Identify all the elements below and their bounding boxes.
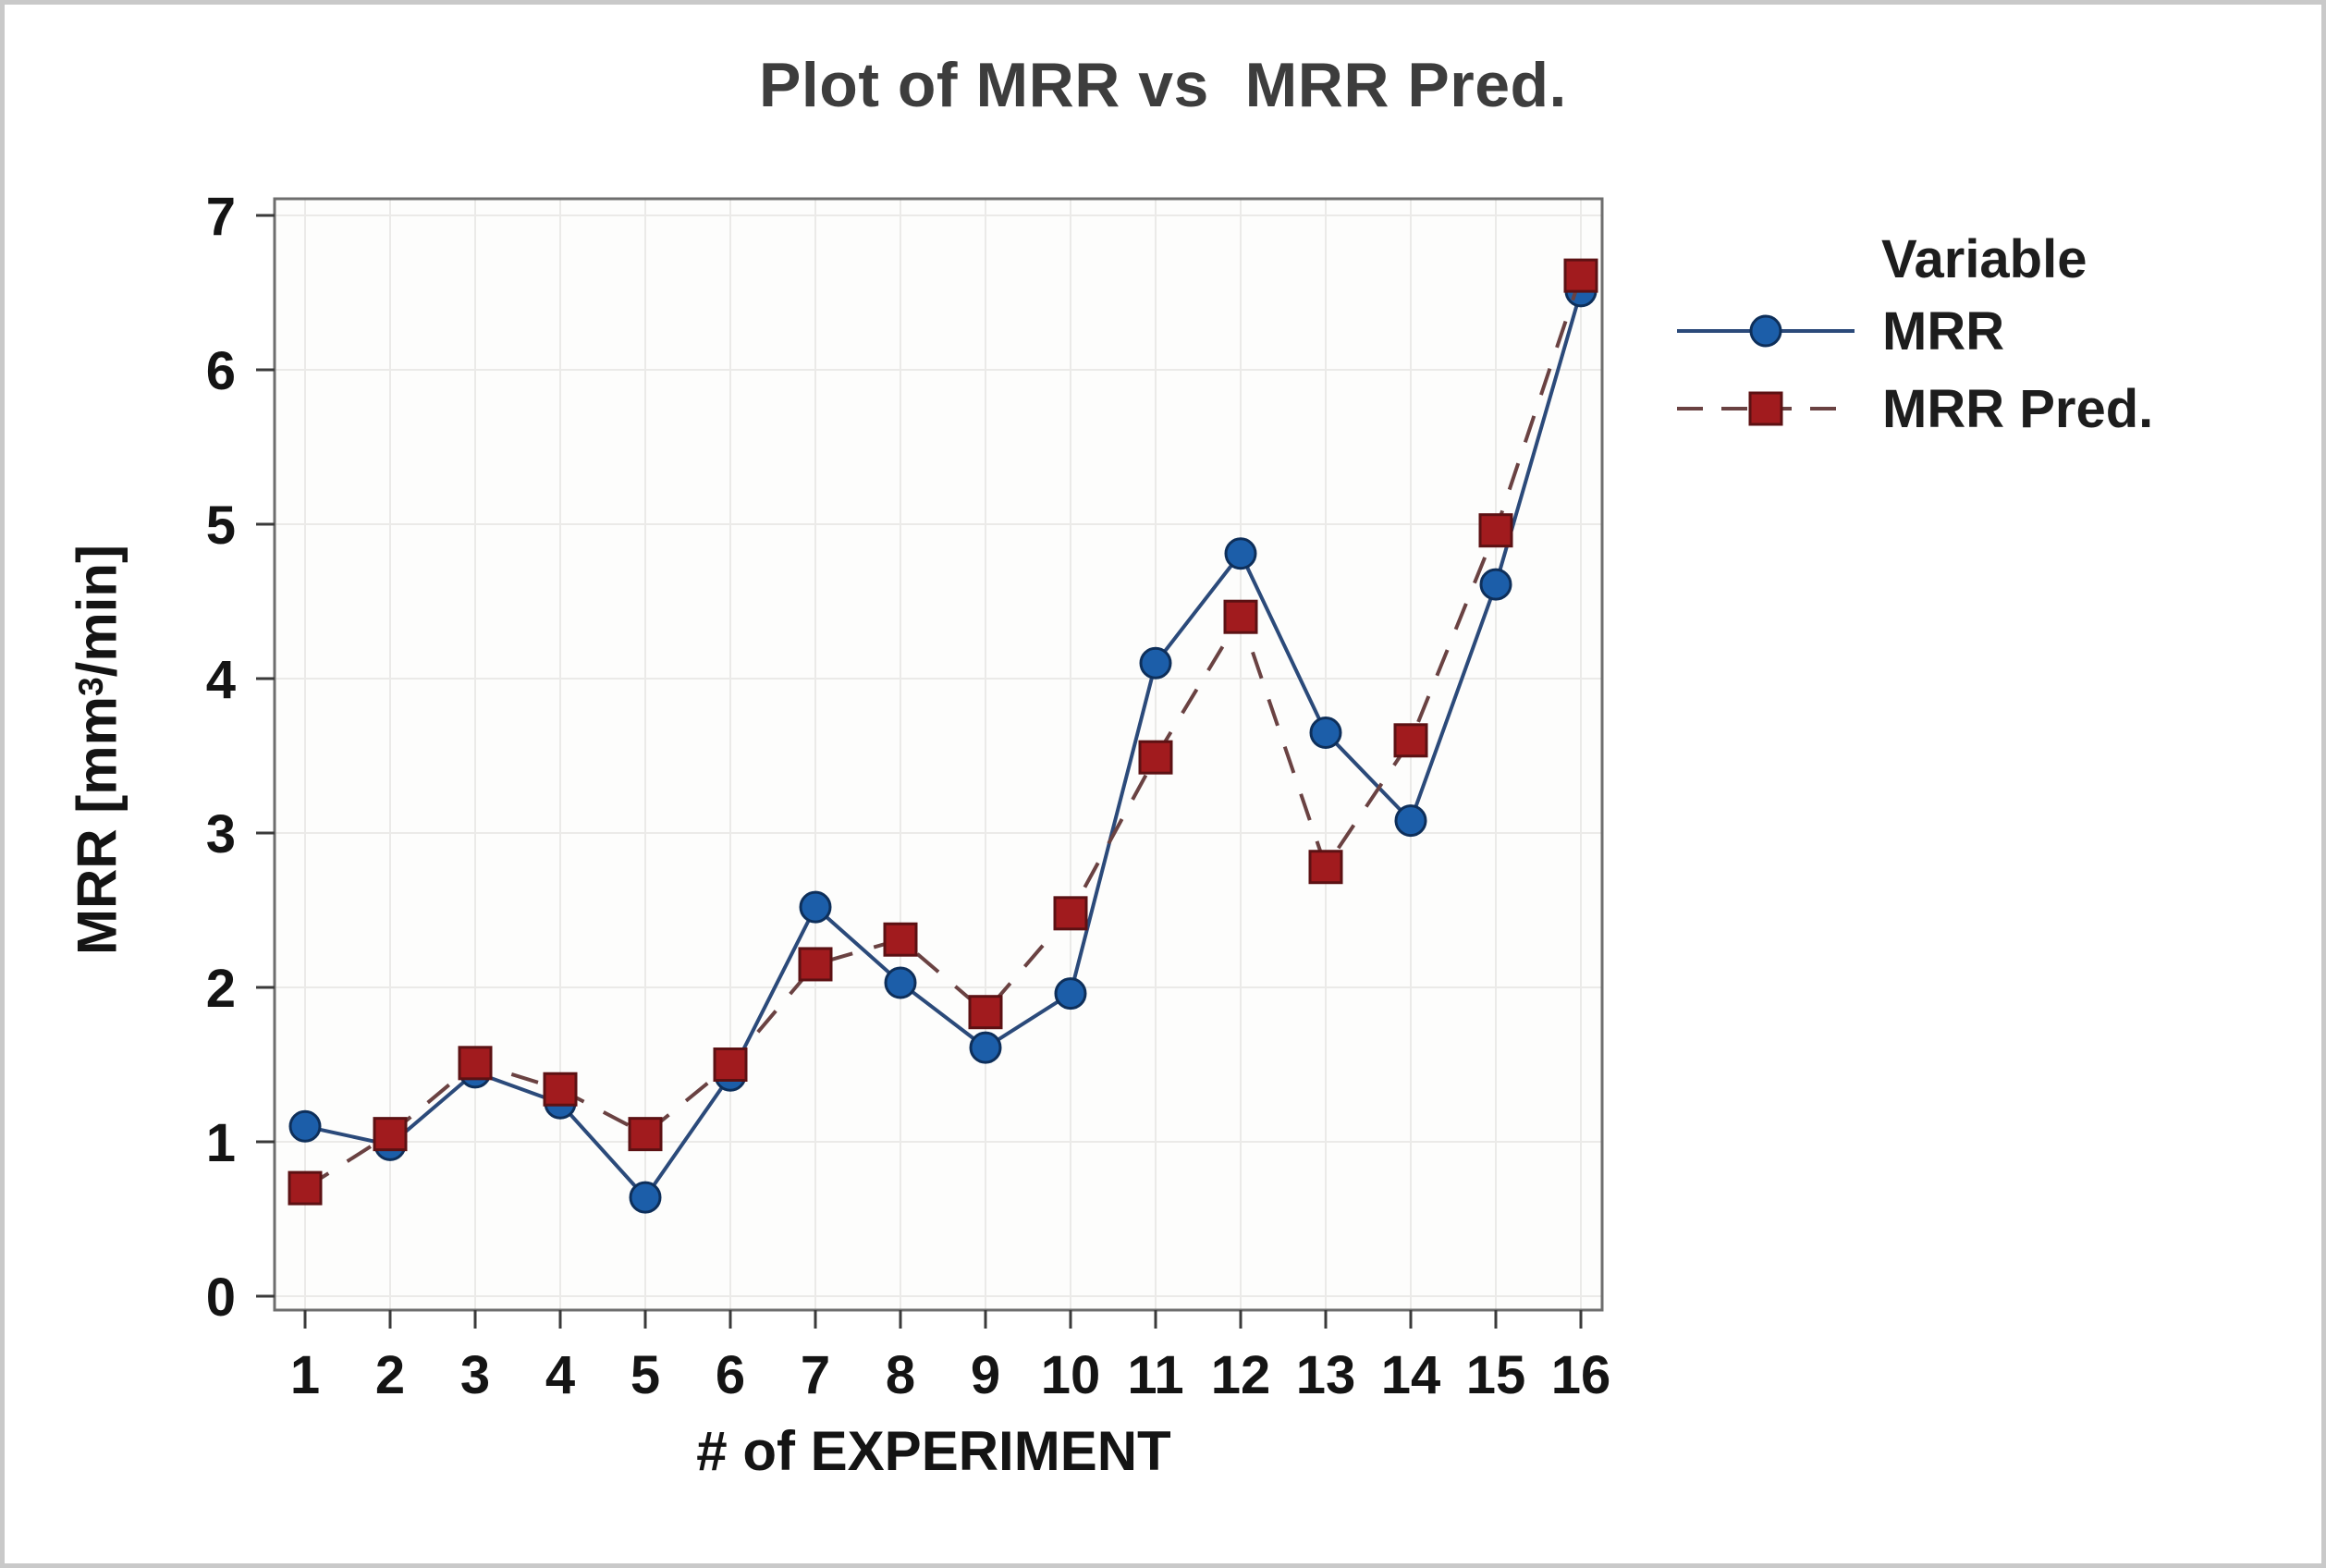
data-point-mrr [1224,537,1257,570]
legend-label-mrr-pred: MRR Pred. [1882,378,2154,439]
data-point-mrr-pred [628,1117,663,1152]
x-tick-label: 15 [1466,1345,1526,1405]
y-tick-label: 5 [206,496,236,556]
y-tick-label: 1 [206,1113,236,1173]
data-point-mrr [1394,804,1427,838]
data-point-mrr-pred [373,1117,408,1152]
x-tick-label: 3 [460,1345,490,1405]
data-point-mrr-pred [1223,599,1258,634]
x-tick-label: 4 [545,1345,575,1405]
data-point-mrr-pred [1563,258,1598,293]
data-point-mrr [1054,977,1087,1011]
data-point-mrr-pred [798,947,833,982]
x-tick-label: 9 [971,1345,1000,1405]
x-tick-label: 10 [1041,1345,1101,1405]
y-tick-label: 6 [206,341,236,401]
x-tick-label: 1 [290,1345,320,1405]
plot-background [275,199,1602,1310]
data-point-mrr-pred [713,1047,748,1082]
data-point-mrr [288,1109,322,1143]
legend-sample-mrr [1677,314,1855,348]
data-point-mrr [1309,716,1342,749]
x-tick-label: 14 [1381,1345,1441,1405]
data-point-mrr-pred [1138,740,1173,775]
x-axis-label: # of EXPERIMENT [696,1420,1171,1482]
data-point-mrr-pred [288,1170,323,1206]
plot-border [273,197,1604,1312]
data-point-mrr [1479,568,1512,601]
circle-marker-icon [1749,314,1782,348]
series-line-mrr-pred [303,275,1583,1190]
series-line-mrr [304,290,1583,1201]
x-tick-label: 6 [716,1345,745,1405]
x-tick-label: 11 [1127,1345,1183,1405]
data-point-mrr-pred [968,995,1003,1030]
legend-item-mrr-pred: MRR Pred. [1673,376,2153,441]
x-tick-label: 7 [801,1345,830,1405]
legend-item-mrr: MRR [1673,299,2004,363]
data-point-mrr-pred [1308,850,1343,885]
chart-title: Plot of MRR vs MRR Pred. [759,50,1567,120]
x-tick-label: 5 [630,1345,660,1405]
y-tick-label: 4 [206,650,236,710]
x-tick-label: 8 [886,1345,915,1405]
y-tick-label: 0 [206,1268,236,1328]
square-marker-icon [1748,391,1783,426]
data-point-mrr [799,890,832,924]
data-point-mrr [1139,646,1172,680]
data-point-mrr-pred [1478,513,1513,548]
data-point-mrr-pred [883,922,918,957]
x-tick-label: 12 [1211,1345,1271,1405]
legend-sample-mrr-pred [1677,391,1855,426]
data-point-mrr-pred [1053,896,1088,931]
legend-label-mrr: MRR [1882,300,2005,361]
data-point-mrr-pred [458,1046,493,1081]
data-point-mrr [884,966,917,999]
data-point-mrr-pred [1393,723,1428,758]
x-tick-label: 13 [1296,1345,1356,1405]
data-point-mrr [969,1031,1002,1064]
y-tick-label: 3 [206,804,236,864]
x-tick-label: 2 [375,1345,405,1405]
data-point-mrr [629,1181,662,1214]
data-point-mrr-pred [543,1072,578,1107]
y-tick-label: 2 [206,959,236,1019]
legend-title: Variable [1881,229,2087,289]
x-tick-label: 16 [1551,1345,1611,1405]
y-tick-label: 7 [206,187,236,247]
